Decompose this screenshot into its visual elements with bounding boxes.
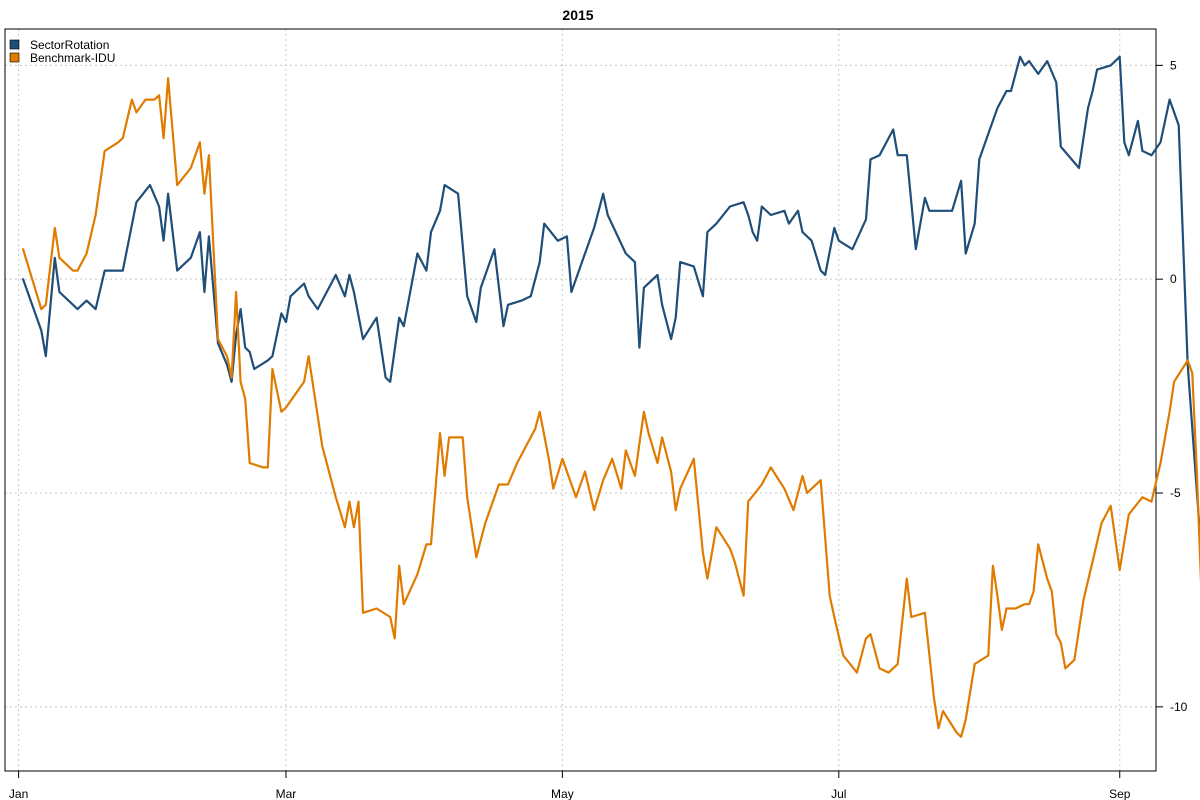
x-tick-label: May [551,787,574,800]
plot-frame [4,28,1157,772]
x-tick-label: Mar [276,787,297,800]
y-tick-label: -5 [1170,486,1181,500]
legend-label: SectorRotation [30,38,109,52]
x-axis: Jan Mar May Jul Sep [9,771,1131,800]
y-tick-label: 5 [1170,58,1177,72]
y-tick-label: 0 [1170,272,1177,286]
legend-swatch [9,39,20,50]
x-tick-label: Sep [1109,787,1131,800]
y-axis: 5 0 -5 -10 [1156,58,1188,714]
series-line-benchmark-idu [22,77,1200,738]
grid [5,29,1156,771]
series-line-sectorrotation [22,55,1200,551]
legend-label: Benchmark-IDU [30,51,115,65]
x-tick-label: Jul [831,787,846,800]
series-group [22,55,1200,738]
legend-swatch [9,52,20,63]
chart-title: 2015 [562,7,593,23]
x-tick-label: Jan [9,787,28,800]
y-tick-label: -10 [1170,700,1188,714]
